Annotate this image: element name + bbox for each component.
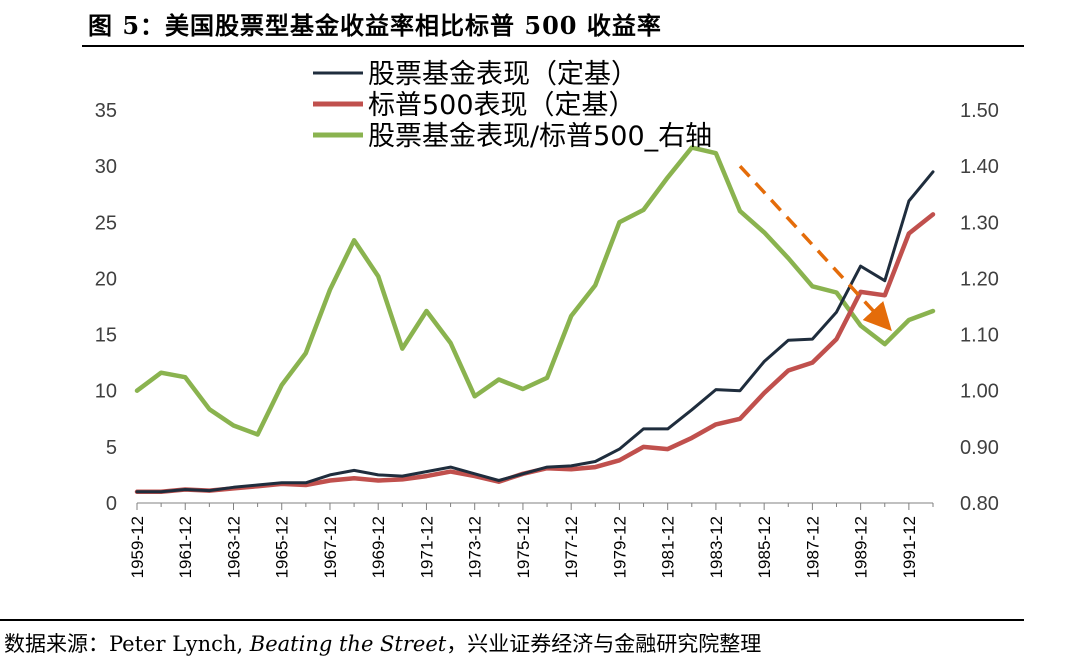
title-rule <box>82 45 1024 47</box>
x-axis-tick-label: 1981-12 <box>659 516 678 578</box>
x-axis-tick-label: 1969-12 <box>369 516 388 578</box>
legend-label-2: 标普500表现（定基） <box>368 90 636 121</box>
x-axis-tick-label: 1961-12 <box>176 516 195 578</box>
left-axis-tick-label: 30 <box>95 156 117 178</box>
x-axis-tick-label: 1973-12 <box>466 516 485 578</box>
source-book: Beating the Street <box>249 632 447 656</box>
trend-arrow <box>738 164 892 332</box>
series-line-3 <box>134 145 936 437</box>
left-axis-tick-label: 25 <box>95 212 117 234</box>
x-axis-tick-label: 1979-12 <box>610 516 629 578</box>
x-axis-tick-label: 1989-12 <box>852 516 871 578</box>
source-note: 数据来源：Peter Lynch, Beating the Street，兴业证… <box>4 628 761 658</box>
x-axis-tick-label: 1985-12 <box>755 516 774 578</box>
legend-label-1: 股票基金表现（定基） <box>368 59 638 90</box>
legend-label-3: 股票基金表现/标普500_右轴 <box>368 121 712 152</box>
legend: 股票基金表现（定基）标普500表现（定基）股票基金表现/标普500_右轴 <box>313 59 712 152</box>
series-line-2 <box>134 212 936 495</box>
right-axis-tick-label: 1.10 <box>960 325 999 347</box>
x-axis-tick-label: 1975-12 <box>514 516 533 578</box>
figure-title: 图 5：美国股票型基金收益率相比标普 500 收益率 <box>88 11 662 40</box>
source-prefix: 数据来源：Peter Lynch, <box>4 632 250 656</box>
right-axis-tick-label: 0.90 <box>960 437 999 459</box>
x-axis-tick-label: 1983-12 <box>707 516 726 578</box>
x-axis-tick-label: 1971-12 <box>417 516 436 578</box>
annotation-layer <box>738 164 892 332</box>
series-layer <box>134 145 936 495</box>
x-axis-tick-label: 1991-12 <box>900 516 919 578</box>
left-axis-tick-label: 15 <box>95 325 117 347</box>
right-axis-tick-label: 1.50 <box>960 100 999 122</box>
source-suffix: ，兴业证券经济与金融研究院整理 <box>446 632 762 656</box>
left-axis-tick-label: 5 <box>106 437 117 459</box>
left-axis-tick-label: 35 <box>95 100 117 122</box>
x-axis-tick-label: 1959-12 <box>128 516 147 578</box>
axes: 0 5 10 15 20 25 30 35 0.80 0.90 1.00 1.10 1.20 1.30 1.… <box>95 100 999 578</box>
right-axis-tick-label: 1.00 <box>960 381 999 403</box>
left-axis-tick-label: 20 <box>95 268 117 290</box>
x-axis-tick-label: 1963-12 <box>224 516 243 578</box>
series-line-1 <box>135 170 935 494</box>
x-axis-tick-label: 1967-12 <box>321 516 340 578</box>
right-axis-tick-label: 0.80 <box>960 493 999 515</box>
x-axis-tick-label: 1977-12 <box>562 516 581 578</box>
source-rule <box>0 619 1024 621</box>
x-axis-tick-label: 1987-12 <box>803 516 822 578</box>
right-axis-tick-label: 1.20 <box>960 268 999 290</box>
left-axis-tick-label: 0 <box>106 493 117 515</box>
right-axis-tick-label: 1.40 <box>960 156 999 178</box>
left-axis-tick-label: 10 <box>95 381 117 403</box>
x-axis-tick-label: 1965-12 <box>273 516 292 578</box>
right-axis-tick-label: 1.30 <box>960 212 999 234</box>
